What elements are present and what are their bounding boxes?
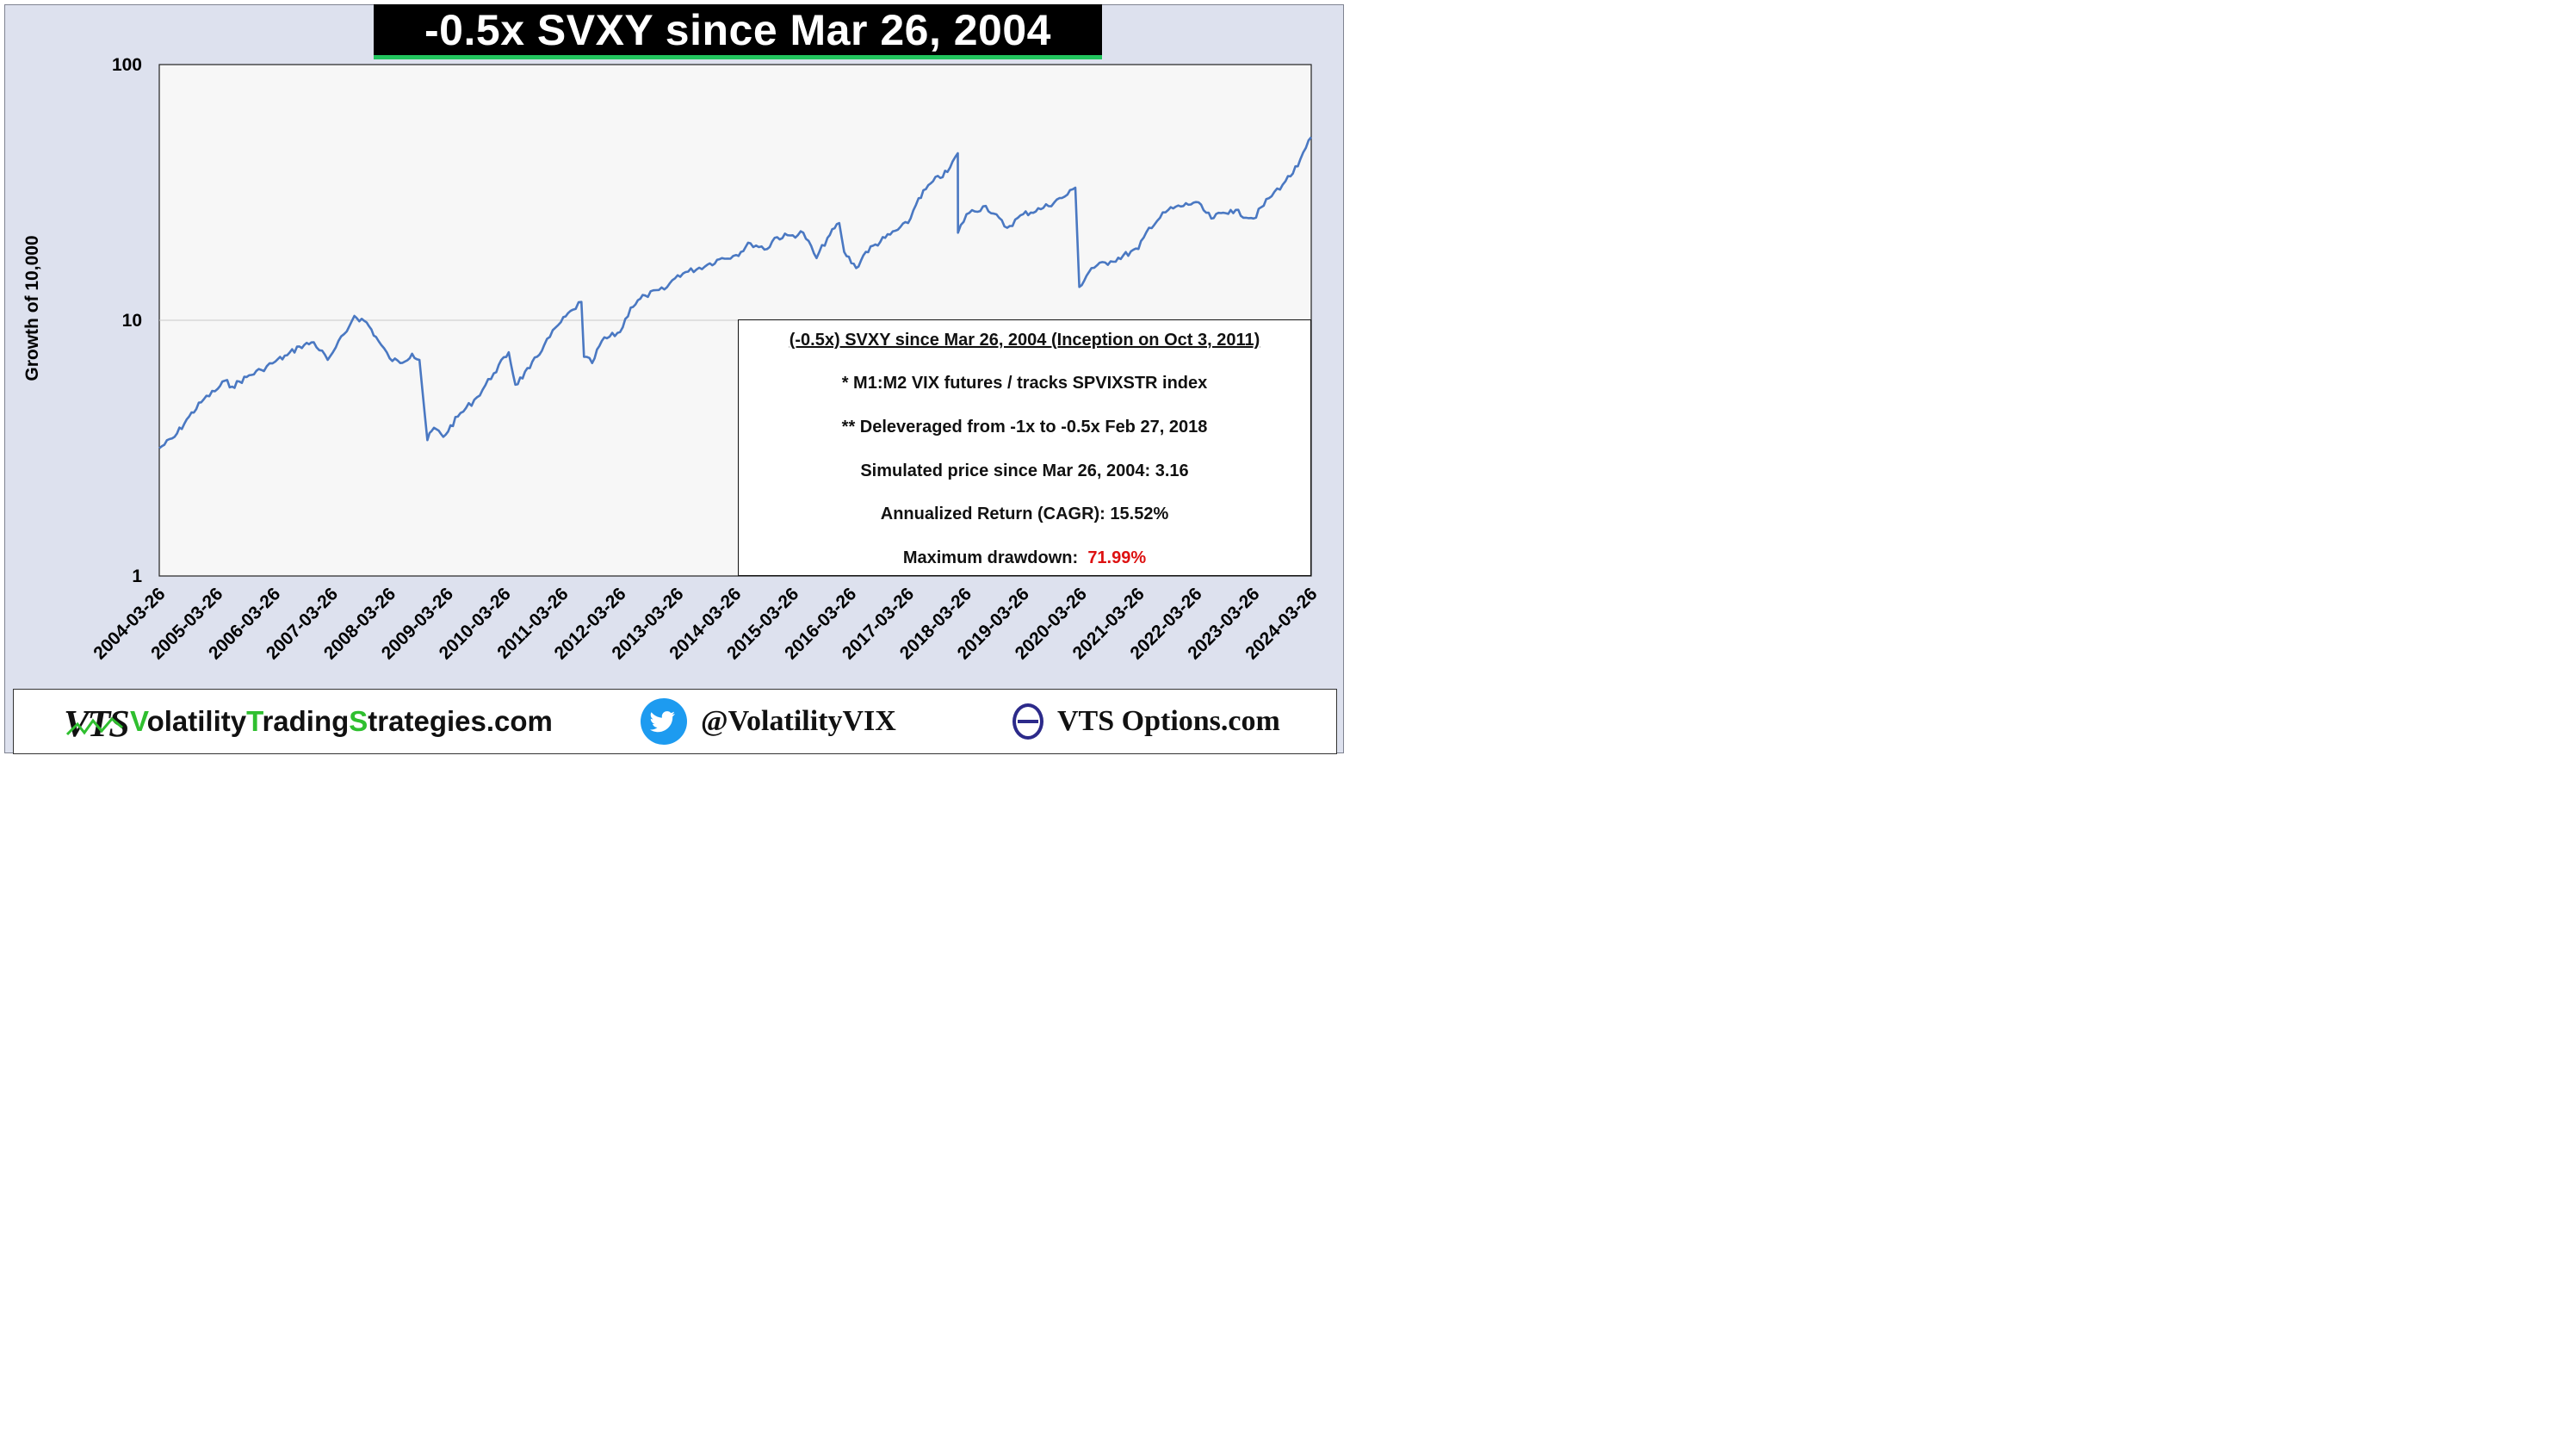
site-name-part: S [349,705,368,737]
stats-line-3: Simulated price since Mar 26, 2004: 3.16 [860,461,1189,480]
stats-line-5: Maximum drawdown: 71.99% [739,548,1310,568]
vts-options-link[interactable]: VTS Options.com [1057,705,1280,737]
site-name-link[interactable]: VolatilityTradingStrategies.com [130,705,553,738]
stats-line-1: * M1:M2 VIX futures / tracks SPVIXSTR in… [841,374,1208,393]
site-name-part: V [130,705,147,737]
y-tick-label: 100 [112,55,142,75]
chart-squiggle-icon [65,716,123,736]
stats-line-4: Annualized Return (CAGR): 15.52% [880,505,1169,523]
site-name-part: olatility [146,705,247,737]
x-axis-ticks: 2004-03-262005-03-262006-03-262007-03-26… [90,584,1321,663]
y-axis-label: Growth of 10,000 [22,235,42,381]
stats-heading: (-0.5x) SVXY since Mar 26, 2004 (Incepti… [789,331,1260,350]
twitter-icon[interactable] [641,698,687,745]
site-name-part: trategies.com [368,705,553,737]
site-name-part: T [246,705,263,737]
drawdown-value: 71.99% [1087,548,1147,567]
twitter-handle-link[interactable]: @VolatilityVIX [701,705,896,737]
stats-box: (-0.5x) SVXY since Mar 26, 2004 (Incepti… [738,319,1311,576]
chart-canvas: 1 10 100 2004-03-262005-03-262006-03-26200… [22,55,1322,663]
chart-title: -0.5x SVXY since Mar 26, 2004 [424,5,1051,54]
chart-title-banner: -0.5x SVXY since Mar 26, 2004 [374,4,1102,59]
series-line [158,136,1312,449]
y-tick-label: 1 [132,567,142,586]
footer-bar: V T S VolatilityTradingStrategies.com @Vol… [13,689,1337,754]
y-tick-label: 10 [122,311,142,331]
stats-line-2: ** Deleveraged from -1x to -0.5x Feb 27,… [841,418,1208,437]
theta-icon [1012,703,1043,740]
site-name-part: rading [262,705,350,737]
drawdown-label: Maximum drawdown: [902,548,1079,567]
y-axis-ticks: 1 10 100 [112,55,142,586]
